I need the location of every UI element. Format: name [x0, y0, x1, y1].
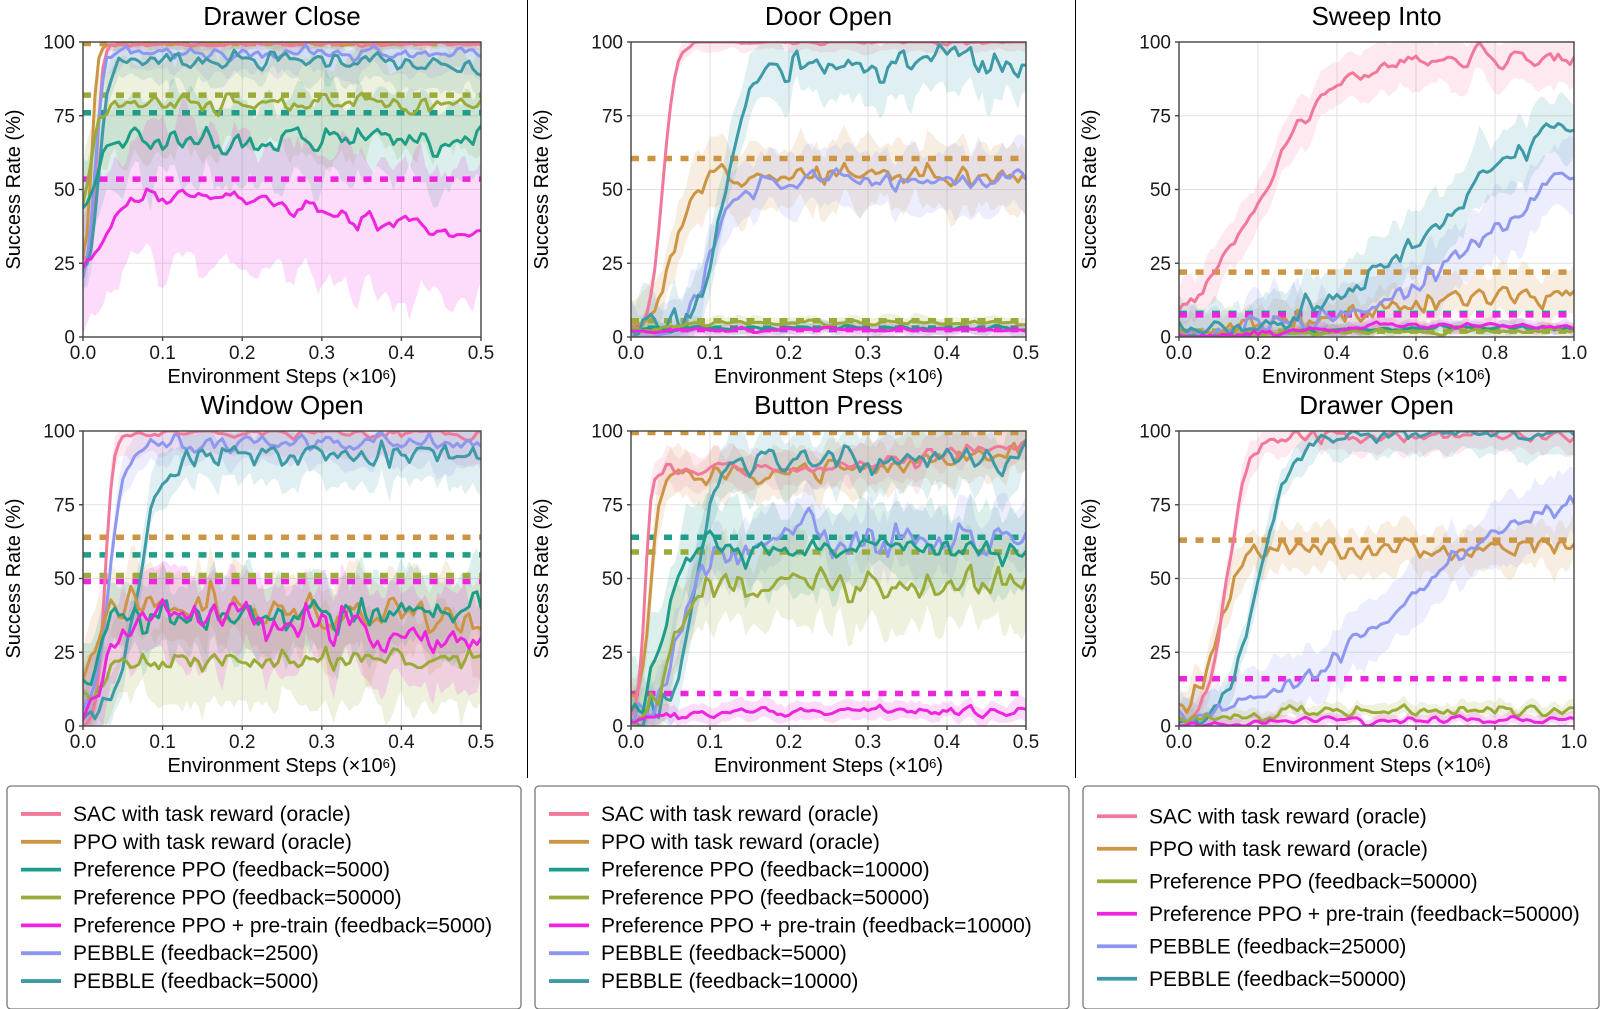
svg-text:0.4: 0.4 — [1324, 343, 1351, 364]
svg-text:Sweep Into: Sweep Into — [1311, 1, 1441, 31]
svg-text:PEBBLE (feedback=25000): PEBBLE (feedback=25000) — [1149, 935, 1406, 958]
svg-text:PEBBLE (feedback=5000): PEBBLE (feedback=5000) — [601, 942, 847, 965]
svg-text:Success Rate (%): Success Rate (%) — [1079, 109, 1101, 269]
svg-text:0.5: 0.5 — [1013, 343, 1039, 364]
svg-text:75: 75 — [1150, 495, 1171, 516]
svg-text:0.4: 0.4 — [934, 343, 961, 364]
svg-text:Button Press: Button Press — [754, 390, 903, 420]
svg-text:Success Rate (%): Success Rate (%) — [531, 109, 553, 269]
svg-text:0.0: 0.0 — [1166, 732, 1192, 753]
svg-text:0.3: 0.3 — [855, 732, 881, 753]
svg-text:50: 50 — [54, 569, 75, 590]
svg-text:75: 75 — [54, 106, 75, 127]
svg-text:0.8: 0.8 — [1482, 732, 1508, 753]
svg-text:0.2: 0.2 — [1245, 732, 1271, 753]
svg-text:PEBBLE (feedback=10000): PEBBLE (feedback=10000) — [601, 970, 858, 993]
svg-text:0.5: 0.5 — [468, 732, 494, 753]
svg-text:SAC with task reward (oracle): SAC with task reward (oracle) — [73, 803, 351, 826]
svg-text:Preference PPO (feedback=5000): Preference PPO (feedback=5000) — [73, 859, 390, 882]
svg-text:0.8: 0.8 — [1482, 343, 1508, 364]
svg-text:Environment Steps (×106): Environment Steps (×106) — [714, 755, 943, 777]
svg-text:Success Rate (%): Success Rate (%) — [531, 498, 553, 658]
svg-text:0.3: 0.3 — [309, 732, 335, 753]
svg-text:0.2: 0.2 — [229, 343, 255, 364]
svg-text:Preference PPO + pre-train (fe: Preference PPO + pre-train (feedback=100… — [601, 914, 1032, 937]
svg-text:75: 75 — [602, 495, 623, 516]
svg-text:PPO with task reward (oracle): PPO with task reward (oracle) — [1149, 838, 1428, 861]
svg-text:0.6: 0.6 — [1403, 732, 1429, 753]
svg-text:Preference PPO (feedback=50000: Preference PPO (feedback=50000) — [601, 887, 930, 910]
svg-text:PEBBLE (feedback=2500): PEBBLE (feedback=2500) — [73, 942, 319, 965]
svg-text:0.4: 0.4 — [388, 343, 415, 364]
svg-text:0.2: 0.2 — [229, 732, 255, 753]
svg-text:0.1: 0.1 — [697, 732, 723, 753]
svg-text:0.4: 0.4 — [388, 732, 415, 753]
svg-text:Success Rate (%): Success Rate (%) — [3, 498, 25, 658]
svg-text:PEBBLE (feedback=5000): PEBBLE (feedback=5000) — [73, 970, 319, 993]
svg-text:25: 25 — [1150, 254, 1171, 275]
svg-text:Preference PPO (feedback=50000: Preference PPO (feedback=50000) — [73, 887, 402, 910]
svg-text:75: 75 — [1150, 106, 1171, 127]
svg-text:25: 25 — [54, 643, 75, 664]
svg-text:PPO with task reward (oracle): PPO with task reward (oracle) — [601, 831, 880, 854]
svg-text:0.0: 0.0 — [618, 732, 644, 753]
svg-text:1.0: 1.0 — [1561, 732, 1587, 753]
svg-text:Success Rate (%): Success Rate (%) — [1079, 498, 1101, 658]
svg-text:Environment Steps (×106): Environment Steps (×106) — [1262, 755, 1491, 777]
svg-text:50: 50 — [1150, 569, 1171, 590]
svg-text:100: 100 — [1139, 33, 1171, 54]
svg-text:50: 50 — [1150, 180, 1171, 201]
svg-text:0.0: 0.0 — [1166, 343, 1192, 364]
svg-text:Window Open: Window Open — [200, 390, 363, 420]
svg-text:0.2: 0.2 — [1245, 343, 1271, 364]
svg-text:50: 50 — [54, 180, 75, 201]
svg-text:0.0: 0.0 — [70, 732, 96, 753]
svg-text:50: 50 — [602, 180, 623, 201]
svg-text:0.2: 0.2 — [776, 732, 802, 753]
svg-text:0.1: 0.1 — [149, 343, 175, 364]
svg-text:Environment Steps (×106): Environment Steps (×106) — [167, 366, 396, 388]
svg-text:0.0: 0.0 — [70, 343, 96, 364]
svg-text:100: 100 — [43, 422, 75, 443]
svg-text:Preference PPO + pre-train (fe: Preference PPO + pre-train (feedback=500… — [1149, 903, 1580, 926]
svg-text:100: 100 — [591, 422, 623, 443]
svg-text:0.3: 0.3 — [855, 343, 881, 364]
svg-text:100: 100 — [591, 33, 623, 54]
svg-text:SAC with task reward (oracle): SAC with task reward (oracle) — [601, 803, 879, 826]
svg-text:Preference PPO (feedback=50000: Preference PPO (feedback=50000) — [1149, 870, 1478, 893]
svg-text:0.0: 0.0 — [618, 343, 644, 364]
svg-text:100: 100 — [43, 33, 75, 54]
svg-text:0.5: 0.5 — [1013, 732, 1039, 753]
svg-text:1.0: 1.0 — [1561, 343, 1587, 364]
svg-text:Environment Steps (×106): Environment Steps (×106) — [1262, 366, 1491, 388]
svg-text:0.5: 0.5 — [468, 343, 494, 364]
svg-text:25: 25 — [1150, 643, 1171, 664]
svg-text:0.4: 0.4 — [934, 732, 961, 753]
svg-text:Environment Steps (×106): Environment Steps (×106) — [167, 755, 396, 777]
svg-text:25: 25 — [602, 254, 623, 275]
svg-text:PEBBLE (feedback=50000): PEBBLE (feedback=50000) — [1149, 968, 1406, 991]
svg-text:PPO with task reward (oracle): PPO with task reward (oracle) — [73, 831, 352, 854]
svg-text:Environment Steps (×106): Environment Steps (×106) — [714, 366, 943, 388]
svg-text:Preference PPO (feedback=10000: Preference PPO (feedback=10000) — [601, 859, 930, 882]
svg-text:Door Open: Door Open — [765, 1, 892, 31]
svg-text:SAC with task reward (oracle): SAC with task reward (oracle) — [1149, 805, 1427, 828]
svg-text:0.6: 0.6 — [1403, 343, 1429, 364]
svg-text:25: 25 — [54, 254, 75, 275]
svg-text:25: 25 — [602, 643, 623, 664]
svg-text:50: 50 — [602, 569, 623, 590]
svg-text:0.2: 0.2 — [776, 343, 802, 364]
svg-text:0.3: 0.3 — [309, 343, 335, 364]
svg-text:0.1: 0.1 — [149, 732, 175, 753]
svg-text:Drawer Open: Drawer Open — [1299, 390, 1454, 420]
svg-text:0.1: 0.1 — [697, 343, 723, 364]
svg-text:100: 100 — [1139, 422, 1171, 443]
svg-text:75: 75 — [54, 495, 75, 516]
svg-text:Success Rate (%): Success Rate (%) — [3, 109, 25, 269]
svg-text:0.4: 0.4 — [1324, 732, 1351, 753]
svg-text:Drawer Close: Drawer Close — [203, 1, 361, 31]
svg-text:Preference PPO + pre-train (fe: Preference PPO + pre-train (feedback=500… — [73, 914, 492, 937]
svg-text:75: 75 — [602, 106, 623, 127]
